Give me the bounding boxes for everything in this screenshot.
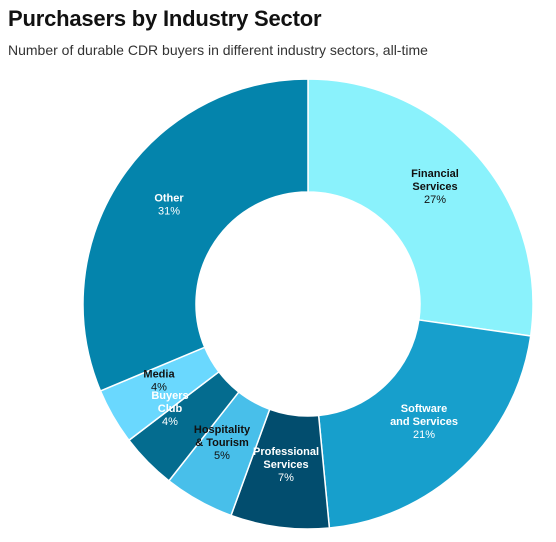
slice-percent: 4% [151, 382, 167, 394]
slice-percent: 31% [158, 206, 180, 218]
slice-percent: 4% [162, 416, 178, 428]
donut-slice [317, 319, 532, 529]
donut-slice [307, 78, 534, 337]
slice-name: Professional [253, 446, 319, 458]
slice-name: Services [263, 459, 308, 471]
slice-label: Buyers Club 4% [151, 390, 188, 428]
slice-label: Media 4% [143, 369, 175, 394]
slice-name: Other [154, 193, 184, 205]
slice-name: Club [158, 403, 183, 415]
chart-title: Purchasers by Industry Sector [8, 6, 322, 31]
slice-percent: 7% [278, 472, 294, 484]
slice-name: Media [143, 369, 175, 381]
slice-percent: 27% [424, 194, 446, 206]
slice-name: Buyers [151, 390, 188, 402]
chart-subtitle: Number of durable CDR buyers in differen… [8, 42, 428, 58]
slice-label: Financial Services 27% [411, 168, 459, 206]
slice-label: Other 31% [154, 193, 184, 218]
slice-name: and Services [390, 416, 458, 428]
slice-percent: 21% [413, 429, 435, 441]
slice-name: Financial [411, 168, 459, 180]
slice-name: Software [401, 403, 447, 415]
slice-percent: 5% [214, 450, 230, 462]
slice-label: Professional Services 7% [253, 446, 319, 484]
slice-name: & Tourism [195, 437, 249, 449]
slice-name: Hospitality [194, 424, 251, 436]
slice-name: Services [412, 181, 457, 193]
donut-slice [82, 78, 309, 392]
slice-label: Software and Services 21% [390, 403, 458, 441]
slice-label: Hospitality & Tourism 5% [194, 424, 251, 462]
